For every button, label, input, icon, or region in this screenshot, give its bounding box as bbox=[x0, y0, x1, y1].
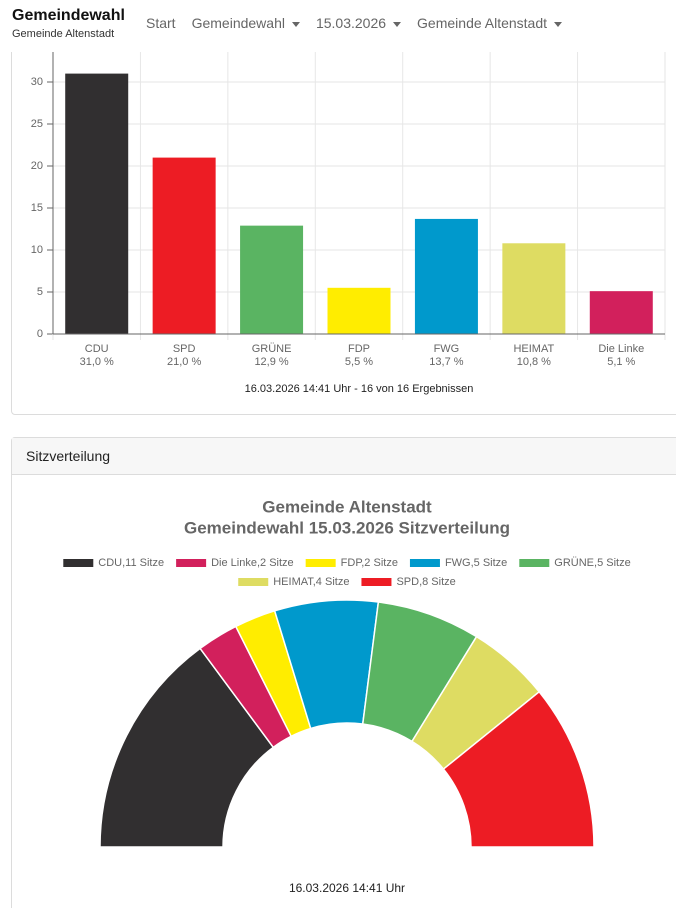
legend-item: FDP,2 Sitze bbox=[305, 557, 398, 569]
y-tick-label: 10 bbox=[31, 244, 43, 256]
bar bbox=[589, 291, 653, 334]
y-tick-label: 25 bbox=[31, 118, 43, 130]
caret bbox=[393, 21, 402, 27]
legend-label: FDP,2 Sitze bbox=[341, 557, 398, 569]
navbar: Gemeindewahl Gemeinde Altenstadt Start G… bbox=[0, 0, 676, 52]
nav-dropdown[interactable]: Gemeindewahl bbox=[192, 15, 300, 31]
legend-swatch bbox=[176, 559, 207, 567]
x-tick-label: FWG bbox=[434, 343, 460, 355]
legend-label: HEIMAT,4 Sitze bbox=[273, 576, 349, 588]
caret bbox=[554, 21, 563, 27]
value-label: 10,8 % bbox=[517, 356, 551, 368]
nav-dropdown[interactable]: 15.03.2026 bbox=[315, 15, 402, 31]
nav-items: Start Gemeindewahl 15.03.2026 Gemeinde A… bbox=[146, 15, 563, 31]
legend-swatch bbox=[519, 559, 550, 567]
legend-item: Die Linke,2 Sitze bbox=[176, 557, 294, 569]
legend-item: CDU,11 Sitze bbox=[63, 557, 164, 569]
footnote: 16.03.2026 14:41 Uhr bbox=[289, 881, 405, 895]
y-tick-label: 15 bbox=[31, 202, 43, 214]
y-tick-label: 0 bbox=[37, 328, 43, 340]
value-label: 31,0 % bbox=[80, 356, 114, 368]
chart-title: Gemeindewahl 15.03.2026 Sitzverteilung bbox=[184, 518, 510, 537]
seat-segment bbox=[442, 690, 595, 848]
caret bbox=[291, 21, 300, 27]
legend-label: GRÜNE,5 Sitze bbox=[554, 557, 630, 569]
x-tick-label: FDP bbox=[348, 343, 370, 355]
x-tick-label: CDU bbox=[85, 343, 109, 355]
x-tick-label: GRÜNE bbox=[252, 343, 292, 355]
y-tick-label: 30 bbox=[31, 76, 43, 88]
legend-swatch bbox=[409, 559, 440, 567]
value-label: 5,5 % bbox=[345, 356, 373, 368]
value-label: 5,1 % bbox=[607, 356, 635, 368]
brand-subtitle: Gemeinde Altenstadt bbox=[12, 28, 115, 40]
legend-label: FWG,5 Sitze bbox=[445, 557, 507, 569]
bar bbox=[327, 287, 391, 334]
footnote: 16.03.2026 14:41 Uhr - 16 von 16 Ergebni… bbox=[245, 383, 474, 395]
x-tick-label: HEIMAT bbox=[513, 343, 554, 355]
legend-swatch bbox=[305, 559, 336, 567]
bar bbox=[414, 218, 478, 334]
value-label: 13,7 % bbox=[429, 356, 463, 368]
legend-swatch bbox=[238, 578, 269, 586]
bar bbox=[240, 225, 304, 334]
x-tick-label: SPD bbox=[173, 343, 196, 355]
y-tick-label: 20 bbox=[31, 160, 43, 172]
value-label: 21,0 % bbox=[167, 356, 201, 368]
legend-item: HEIMAT,4 Sitze bbox=[238, 576, 349, 588]
legend-item: SPD,8 Sitze bbox=[361, 576, 456, 588]
nav-dropdown[interactable]: Gemeinde Altenstadt bbox=[417, 15, 563, 31]
legend-item: FWG,5 Sitze bbox=[409, 557, 507, 569]
y-tick-label: 5 bbox=[37, 286, 43, 298]
chart-title: Gemeinde Altenstadt bbox=[262, 497, 432, 516]
nav-label: Gemeinde Altenstadt bbox=[417, 15, 548, 31]
legend-item: GRÜNE,5 Sitze bbox=[519, 557, 631, 569]
bar bbox=[152, 157, 216, 334]
legend-label: SPD,8 Sitze bbox=[396, 576, 455, 588]
legend-label: CDU,11 Sitze bbox=[98, 557, 164, 569]
legend-swatch bbox=[63, 559, 94, 567]
brand[interactable]: Gemeindewahl bbox=[12, 7, 125, 24]
value-label: 12,9 % bbox=[254, 356, 288, 368]
legend-swatch bbox=[361, 578, 392, 586]
legend-label: Die Linke,2 Sitze bbox=[211, 557, 294, 569]
bar bbox=[65, 73, 129, 334]
nav-label: 15.03.2026 bbox=[315, 15, 387, 31]
card-header: Sitzverteilung bbox=[12, 438, 676, 475]
x-tick-label: Die Linke bbox=[598, 343, 644, 355]
seat-segment bbox=[99, 647, 275, 848]
bar bbox=[502, 243, 566, 334]
nav-label: Gemeindewahl bbox=[191, 15, 285, 31]
nav-link[interactable]: Start bbox=[146, 15, 176, 31]
